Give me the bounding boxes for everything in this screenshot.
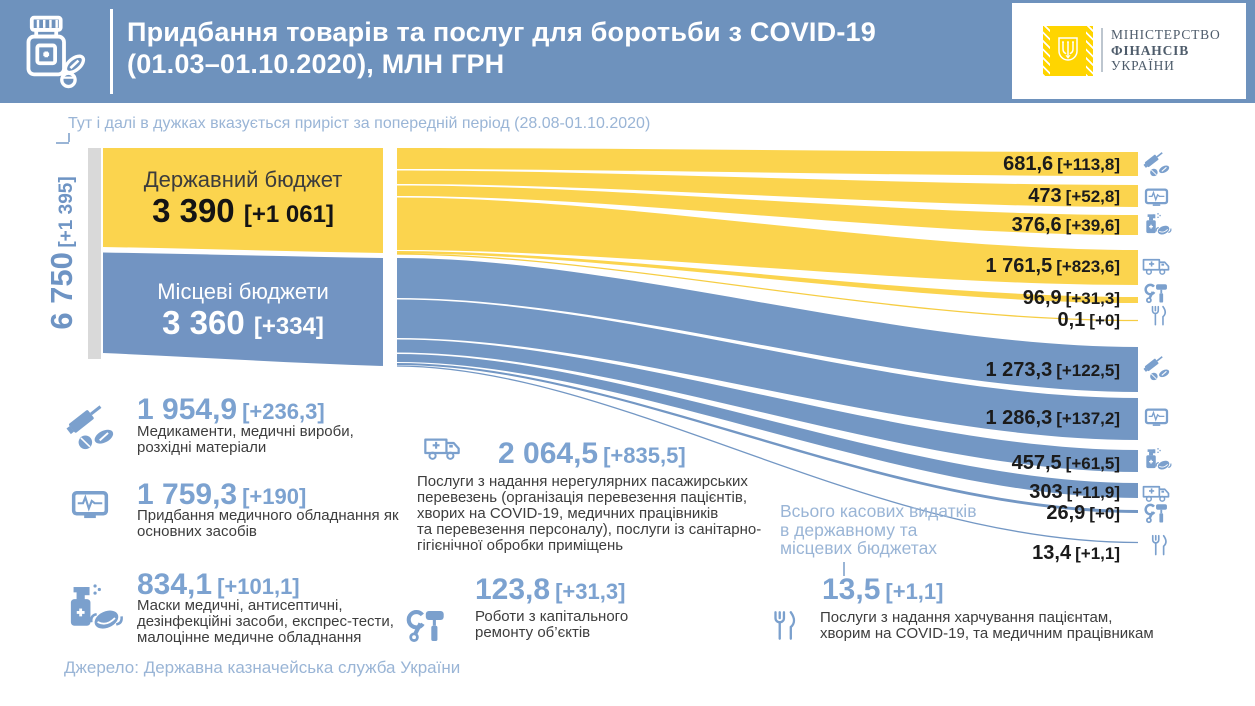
flow-local-masks — [397, 339, 1138, 472]
stat-repair-desc: Роботи з капітального ремонту об’єктів — [475, 608, 629, 641]
flow-state-masks — [397, 185, 1138, 235]
flow-value-state-medicines: 681,6 [+113,8] — [1003, 153, 1120, 175]
flow-state-equipment — [397, 170, 1138, 207]
state-budget-delta: [+1 061] — [243, 201, 334, 228]
trident-emblem — [1043, 26, 1093, 76]
data-source-note: Джерело: Державна казначейська служба Ук… — [64, 658, 461, 677]
total-bar — [88, 148, 101, 359]
state-budget-amount: 3 390 — [152, 192, 235, 229]
repair-tools-icon — [406, 604, 452, 650]
stat-transport-desc: Послуги з надання нерегулярних пасажирсь… — [417, 473, 762, 554]
header-divider — [110, 9, 113, 94]
local-budget-delta: [+334] — [253, 313, 324, 340]
flow-value-local-transport: 303 [+11,9] — [1029, 481, 1120, 503]
ambulance-icon — [1139, 251, 1173, 281]
ministry-name-line3: УКРАЇНИ — [1111, 58, 1175, 73]
cutlery-icon — [1146, 303, 1172, 329]
flow-value-state-repair: 96,9 [+31,3] — [1022, 287, 1120, 309]
note-connector-horizontal — [56, 142, 69, 144]
local-budget-value: 3 360 [+334] — [103, 305, 383, 345]
stat-food-value: 13,5 [+1,1] — [822, 573, 944, 606]
flow-local-transport — [397, 354, 1138, 498]
logo-divider — [1101, 28, 1103, 72]
ministry-name: МІНІСТЕРСТВО ФІНАНСІВ УКРАЇНИ — [1111, 27, 1221, 74]
ministry-name-line2: ФІНАНСІВ — [1111, 42, 1190, 58]
medicines-icon — [1141, 352, 1173, 384]
medicines-icon — [62, 398, 120, 456]
flow-value-state-food: 0,1 [+0] — [1057, 309, 1120, 331]
title-line-1: Придбання товарів та послуг для боротьби… — [127, 17, 876, 47]
equipment-icon — [68, 484, 112, 526]
stat-food-desc: Послуги з надання харчування пацієнтам, … — [820, 609, 1154, 642]
stat-medicines-desc: Медикаменти, медичні вироби, розхідні ма… — [137, 423, 354, 456]
cutlery-icon — [1146, 532, 1173, 559]
increment-note: Тут і далі в дужках вказується приріст з… — [68, 115, 651, 132]
flow-state-food — [396, 253, 1139, 322]
flow-value-local-food: 13,4 [+1,1] — [1032, 542, 1120, 564]
stat-masks-desc: Маски медичні, антисептичні, дезінфекцій… — [137, 597, 394, 646]
flow-value-local-masks: 457,5 [+61,5] — [1011, 452, 1120, 474]
stat-repair-value: 123,8 [+31,3] — [475, 573, 626, 606]
flow-state-transport — [397, 197, 1138, 285]
flow-state-repair — [397, 251, 1138, 303]
page-title: Придбання товарів та послуг для боротьби… — [127, 16, 876, 80]
masks-icon — [62, 576, 126, 640]
masks-icon — [1142, 209, 1173, 240]
emblem-stripes-left — [1043, 26, 1050, 76]
state-budget-block — [103, 148, 383, 253]
annotation-connector — [843, 562, 845, 576]
ministry-logo: МІНІСТЕРСТВО ФІНАНСІВ УКРАЇНИ — [1012, 3, 1246, 99]
flow-local-medicines — [397, 258, 1138, 392]
stat-medicines-value: 1 954,9 [+236,3] — [137, 393, 325, 426]
equipment-icon — [1143, 404, 1170, 431]
flow-value-state-masks: 376,6 [+39,6] — [1011, 214, 1120, 236]
header: Придбання товарів та послуг для боротьби… — [0, 0, 1255, 103]
local-budget-block — [103, 252, 383, 366]
flow-value-state-equipment: 473 [+52,8] — [1028, 185, 1120, 207]
flow-state-medicines — [397, 148, 1138, 176]
flow-local-equipment — [397, 299, 1138, 440]
emblem-stripes-right — [1086, 26, 1093, 76]
cutlery-icon — [766, 604, 804, 648]
flow-value-local-repair: 26,9 [+0] — [1046, 502, 1120, 524]
note-connector-vertical — [68, 133, 70, 142]
local-budget-amount: 3 360 — [162, 304, 245, 341]
stat-equipment-desc: Придбання медичного обладнання як основн… — [137, 507, 399, 540]
ambulance-icon — [413, 428, 471, 468]
total-expenditure-annotation: Всього касових видатків в державному та … — [780, 501, 977, 558]
stat-equipment-value: 1 759,3 [+190] — [137, 478, 307, 511]
state-budget-value: 3 390 [+1 061] — [103, 193, 383, 233]
title-line-2: (01.03–01.10.2020), МЛН ГРН — [127, 49, 505, 79]
stat-masks-value: 834,1 [+101,1] — [137, 568, 300, 601]
equipment-icon — [1143, 184, 1170, 211]
flow-value-local-equipment: 1 286,3 [+137,2] — [985, 407, 1120, 429]
local-budget-label: Місцеві бюджети — [157, 279, 329, 304]
ministry-name-line1: МІНІСТЕРСТВО — [1111, 27, 1221, 42]
flow-value-state-transport: 1 761,5 [+823,6] — [985, 255, 1120, 277]
state-budget-label: Державний бюджет — [143, 167, 343, 192]
stat-transport-value: 2 064,5 [+835,5] — [498, 437, 686, 470]
repair-tools-icon — [1144, 500, 1172, 528]
flow-local-food — [396, 365, 1139, 544]
medicines-icon — [1141, 148, 1173, 180]
flow-value-local-medicines: 1 273,3 [+122,5] — [985, 359, 1120, 381]
masks-icon — [1142, 444, 1173, 475]
